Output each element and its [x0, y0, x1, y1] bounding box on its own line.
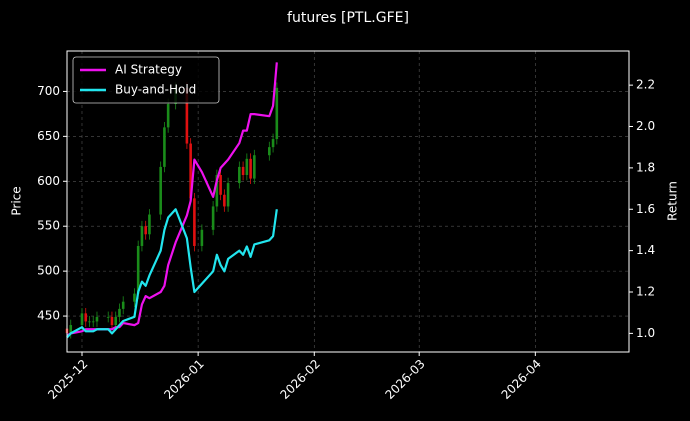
candle-body: [245, 158, 249, 175]
candle-body: [159, 166, 162, 215]
candle-body: [148, 214, 151, 235]
candle-body: [163, 127, 166, 167]
y-tick-label: 550: [37, 219, 60, 233]
candle-body: [219, 174, 222, 195]
candle-body: [211, 206, 215, 230]
y2-axis-label: Return: [666, 181, 680, 221]
candle-body: [80, 313, 84, 326]
candle-body: [118, 308, 121, 317]
candle-body: [189, 143, 192, 199]
candle-body: [223, 194, 226, 207]
y-tick-label: 700: [37, 84, 60, 98]
legend-box: [72, 56, 220, 104]
candle-body: [238, 166, 241, 184]
candle-body: [106, 316, 110, 318]
y2-tick-label: 1.8: [636, 160, 655, 174]
candle-body: [84, 313, 88, 322]
y2-tick-label: 1.6: [636, 202, 655, 216]
chart-title: futures [PTL.GFE]: [287, 10, 409, 26]
candle-body: [136, 245, 140, 294]
candle-body: [144, 226, 147, 235]
y2-tick-label: 2.0: [636, 119, 655, 133]
legend-label: Buy-and-Hold: [115, 83, 196, 97]
candle-body: [268, 147, 271, 156]
candle-body: [185, 87, 189, 144]
candle-body: [226, 183, 230, 207]
candle-body: [114, 316, 118, 326]
y-axis-label: Price: [10, 186, 24, 215]
candle-body: [88, 321, 91, 323]
legend-label: AI Strategy: [115, 63, 182, 77]
candle-body: [95, 316, 99, 322]
y-tick-label: 450: [37, 309, 60, 323]
y-tick-label: 600: [37, 174, 60, 188]
y2-tick-label: 1.0: [636, 326, 655, 340]
y-tick-label: 500: [37, 264, 60, 278]
y2-tick-label: 2.2: [636, 78, 655, 92]
candle-body: [91, 321, 95, 323]
candle-body: [69, 325, 73, 334]
y-tick-label: 650: [37, 129, 60, 143]
series-line: [66, 208, 278, 339]
candle-body: [275, 87, 279, 140]
candle-body: [166, 104, 170, 128]
candle-body: [110, 316, 114, 326]
candle-body: [253, 155, 256, 179]
candle-body: [215, 174, 219, 207]
candle-body: [241, 166, 245, 175]
candle-body: [271, 139, 275, 148]
y2-tick-label: 1.2: [636, 285, 655, 299]
plot-frame: [66, 50, 630, 353]
candle-body: [200, 229, 204, 246]
candle-body: [140, 226, 144, 246]
candle-body: [121, 301, 125, 309]
candle-body: [133, 293, 136, 302]
candle-body: [193, 198, 196, 246]
y2-tick-label: 1.4: [636, 243, 655, 257]
candle-body: [249, 158, 252, 179]
